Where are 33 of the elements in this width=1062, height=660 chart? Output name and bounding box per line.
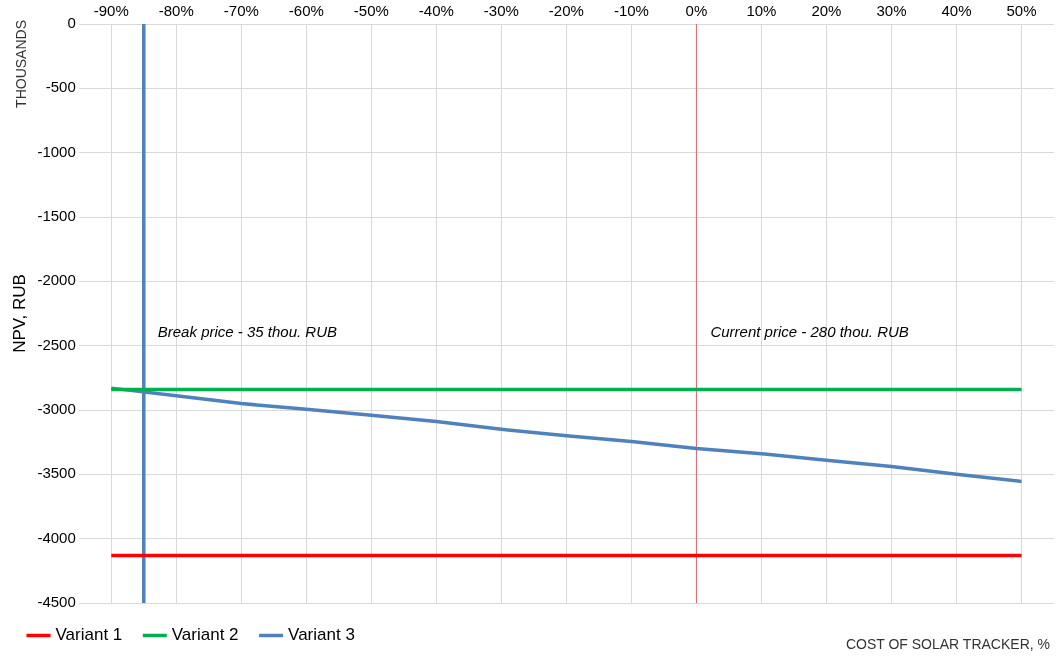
y-tick-label: -500 — [45, 78, 76, 96]
x-tick-label: -20% — [548, 2, 584, 20]
y-tick-label: -4500 — [37, 593, 76, 611]
legend-label: Variant 2 — [171, 625, 239, 645]
ref-line-label: Current price - 280 thou. RUB — [710, 322, 909, 340]
x-axis-title: COST OF SOLAR TRACKER, % — [845, 635, 1050, 652]
y-tick-label: -3000 — [37, 400, 76, 418]
x-tick-label: 10% — [746, 2, 777, 20]
y-tick-label: -3500 — [37, 464, 76, 482]
x-tick-label: 40% — [941, 2, 972, 20]
y-tick-label: -1500 — [37, 207, 76, 225]
x-tick-label: -30% — [483, 2, 519, 20]
ref-line-label: Break price - 35 thou. RUB — [157, 322, 338, 340]
y-tick-label: -4000 — [37, 528, 76, 546]
x-tick-label: 30% — [876, 2, 907, 20]
x-tick-label: 0% — [685, 2, 708, 20]
x-tick-label: 20% — [811, 2, 842, 20]
y-tick-label: -1000 — [37, 142, 76, 160]
legend-label: Variant 3 — [288, 625, 355, 645]
x-tick-label: -70% — [223, 2, 259, 20]
x-tick-label: -90% — [93, 2, 129, 20]
y-tick-label: -2500 — [37, 335, 76, 353]
text: THOUSANDS — [12, 20, 29, 108]
x-tick-label: -40% — [418, 2, 454, 20]
x-tick-label: -60% — [288, 2, 324, 20]
x-tick-label: -50% — [353, 2, 389, 20]
x-tick-label: 50% — [1006, 2, 1037, 20]
x-tick-label: -10% — [613, 2, 649, 20]
y-tick-label: 0 — [67, 14, 76, 32]
x-tick-label: -80% — [158, 2, 194, 20]
y-axis-title: NPV, RUB — [9, 274, 29, 353]
legend-label: Variant 1 — [55, 625, 123, 645]
y-tick-label: -2000 — [37, 271, 76, 289]
